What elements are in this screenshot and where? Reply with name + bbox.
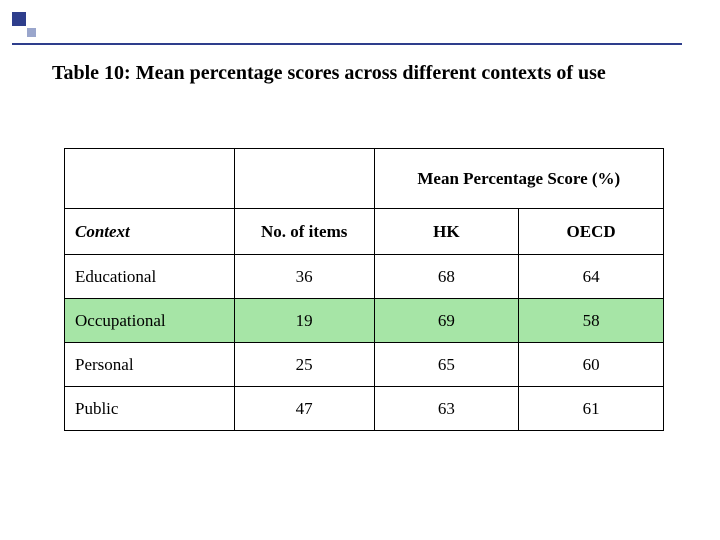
cell-items: 47 [234, 387, 374, 431]
table-row: Personal 25 65 60 [65, 343, 664, 387]
cell-hk: 68 [374, 255, 519, 299]
corner-square-small [27, 28, 36, 37]
header-items: No. of items [234, 209, 374, 255]
cell-items: 36 [234, 255, 374, 299]
cell-items: 19 [234, 299, 374, 343]
cell-context: Public [65, 387, 235, 431]
table-header-row-2: Context No. of items HK OECD [65, 209, 664, 255]
cell-hk: 65 [374, 343, 519, 387]
cell-oecd: 60 [519, 343, 664, 387]
cell-context: Personal [65, 343, 235, 387]
cell-oecd: 61 [519, 387, 664, 431]
cell-hk: 69 [374, 299, 519, 343]
corner-horizontal-rule [12, 43, 682, 45]
cell-items: 25 [234, 343, 374, 387]
table-row: Public 47 63 61 [65, 387, 664, 431]
table-container: Mean Percentage Score (%) Context No. of… [64, 148, 664, 431]
cell-oecd: 58 [519, 299, 664, 343]
header-span-mean-pct: Mean Percentage Score (%) [374, 149, 663, 209]
table-row: Occupational 19 69 58 [65, 299, 664, 343]
cell-oecd: 64 [519, 255, 664, 299]
table-header-row-1: Mean Percentage Score (%) [65, 149, 664, 209]
table-title: Table 10: Mean percentage scores across … [52, 62, 606, 85]
cell-hk: 63 [374, 387, 519, 431]
mean-percentage-table: Mean Percentage Score (%) Context No. of… [64, 148, 664, 431]
header-empty-cell-1 [65, 149, 235, 209]
header-context: Context [65, 209, 235, 255]
header-empty-cell-2 [234, 149, 374, 209]
header-oecd: OECD [519, 209, 664, 255]
header-hk: HK [374, 209, 519, 255]
table-row: Educational 36 68 64 [65, 255, 664, 299]
corner-square-large [12, 12, 26, 26]
cell-context: Occupational [65, 299, 235, 343]
cell-context: Educational [65, 255, 235, 299]
